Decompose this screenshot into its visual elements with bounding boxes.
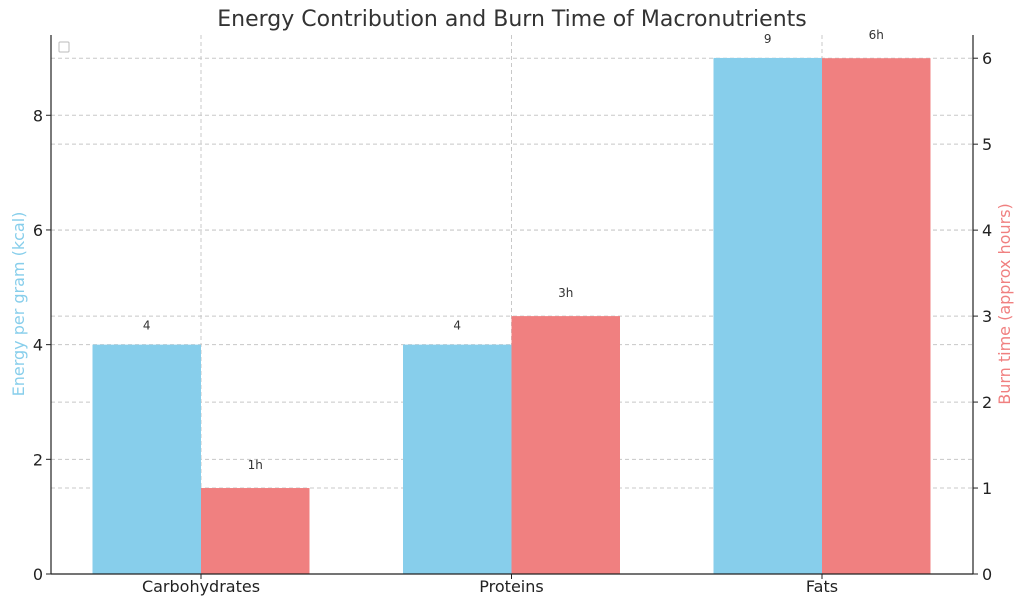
y-left-tick-label: 6 [33,221,43,240]
data-label-burn: 1h [248,458,263,472]
legend-box [58,41,70,53]
y-right-tick-label: 0 [982,565,992,584]
bar-burn-proteins [511,316,620,574]
y-left-tick-label: 2 [33,450,43,469]
x-tick-label-proteins: Proteins [479,577,543,596]
data-label-burn: 6h [869,28,884,42]
y-right-tick-label: 4 [982,221,992,240]
x-tick-label-fats: Fats [806,577,838,596]
chart-title: Energy Contribution and Burn Time of Mac… [217,7,806,32]
y-right-tick-label: 6 [982,49,992,68]
y-left-tick-label: 8 [33,106,43,125]
data-labels: 4 1h 4 3h 9 6h [143,28,884,472]
y-left-tick-label: 4 [33,336,43,355]
y-left-tick-label: 0 [33,565,43,584]
data-label-burn: 3h [558,286,573,300]
bar-energy-fats [713,57,822,575]
bar-energy-carbohydrates [92,344,201,574]
y-right-tick-label: 1 [982,479,992,498]
bar-burn-fats [822,58,931,575]
y-right-tick-label: 2 [982,393,992,412]
y-axis-left-label: Energy per gram (kcal) [9,212,28,397]
bar-energy-proteins [403,344,512,574]
y-right-tick-label: 5 [982,135,992,154]
y-right-tick-label: 3 [982,307,992,326]
axes: 0 2 4 6 8 0 1 2 3 4 5 6 Carbohydrates Proteins Fats [33,35,992,596]
bar-burn-carbohydrates [201,488,310,574]
y-axis-right-label: Burn time (approx hours) [995,203,1014,405]
data-label-energy: 4 [453,319,461,333]
x-tick-label-carbohydrates: Carbohydrates [142,577,260,596]
data-label-energy: 9 [764,32,772,46]
bars [92,57,931,575]
data-label-energy: 4 [143,319,151,333]
